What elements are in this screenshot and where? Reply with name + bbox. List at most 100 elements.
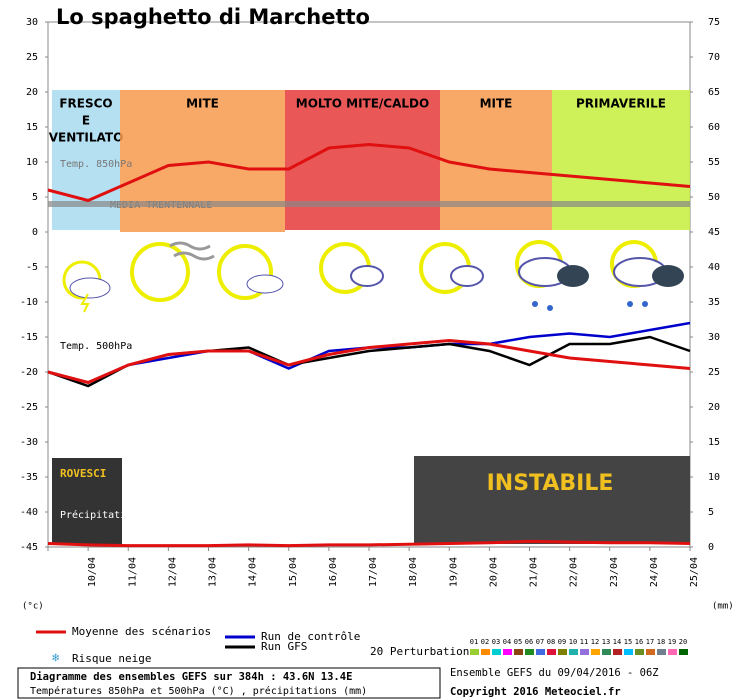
x-tick-label: 10/04 [87,557,98,587]
band-label: FRESCO [59,97,112,111]
y2-tick-label: 25 [708,367,720,378]
y-tick-label: -10 [20,297,38,308]
y-tick-label: -30 [20,437,38,448]
x-tick-label: 22/04 [569,557,580,587]
x-tick-label: 21/04 [529,557,540,587]
band-label: MOLTO MITE/CALDO [296,97,429,111]
y-tick-label: 5 [32,192,38,203]
weather-icons [62,240,684,313]
unstable-label: INSTABILE [487,471,614,496]
y-tick-label: -5 [26,262,38,273]
x-tick-label: 14/04 [248,557,259,587]
perturbation-swatch [514,649,523,655]
perturbation-swatch [547,649,556,655]
x-tick-label: 16/04 [328,557,339,587]
perturbation-swatch [668,649,677,655]
y-tick-label: 10 [26,157,38,168]
perturbation-swatch [470,649,479,655]
showers-label: ROVESCI [60,467,106,480]
y2-tick-label: 75 [708,17,720,28]
perturbation-number: 05 [514,638,522,646]
perturbation-swatch [624,649,633,655]
series-line [47,539,691,548]
perturbation-swatch [536,649,545,655]
perturbation-swatch [558,649,567,655]
perturbation-number: 12 [591,638,599,646]
perturbation-number: 07 [536,638,544,646]
perturbation-number: 11 [580,638,588,646]
precip-label: Précipitations [60,509,144,521]
y2-tick-label: 30 [708,332,720,343]
band-label: MITE [480,97,513,111]
x-tick-label: 11/04 [127,557,138,587]
y2-tick-label: 40 [708,262,720,273]
perturbation-number: 18 [657,638,665,646]
x-tick-label: 15/04 [288,557,299,587]
perturbation-number: 20 [679,638,687,646]
series-line [47,142,691,203]
showers-box [52,458,122,544]
y2-tick-label: 15 [708,437,720,448]
y-tick-label: 30 [26,17,38,28]
perturbation-number: 02 [481,638,489,646]
band [440,90,552,230]
perturbation-swatch [679,649,688,655]
y2-tick-label: 35 [708,297,720,308]
perturbation-number: 04 [503,638,511,646]
perturbations-label: 20 Perturbations [370,645,476,658]
y2-tick-label: 20 [708,402,720,413]
y-tick-label: -35 [20,472,38,483]
y-tick-label: -40 [20,507,38,518]
perturbation-swatch [646,649,655,655]
perturbation-number: 17 [646,638,654,646]
perturbation-number: 09 [558,638,566,646]
y-tick-label: -20 [20,367,38,378]
unstable-box [414,456,690,544]
y-tick-label: 25 [26,52,38,63]
legend-label: Run GFS [261,640,307,653]
y2-unit: (mm) [712,602,734,612]
series-line [47,338,691,385]
snow-label: Risque neige [72,652,151,665]
y-tick-label: -15 [20,332,38,343]
band-label: PRIMAVERILE [576,97,666,111]
footer-line2: Températures 850hPa et 500hPa (°C) , pré… [30,685,367,697]
y-tick-label: -25 [20,402,38,413]
legend-label: Run de contrôle [261,630,360,643]
perturbation-number: 19 [668,638,676,646]
perturbation-swatch [591,649,600,655]
x-tick-label: 13/04 [208,557,219,587]
y2-tick-label: 60 [708,122,720,133]
footer-line1: Diagramme des ensembles GEFS sur 384h : … [30,671,352,683]
y-unit: (°c) [22,602,44,612]
band-label: MITE [186,97,219,111]
perturbation-number: 13 [602,638,610,646]
x-tick-label: 24/04 [649,557,660,587]
t850-label: Temp. 850hPa [60,159,132,170]
y-tick-label: 0 [32,227,38,238]
y2-tick-label: 50 [708,192,720,203]
perturbation-number: 10 [569,638,577,646]
y-tick-label: -45 [20,542,38,553]
x-tick-label: 17/04 [368,557,379,587]
snow-icon: ❄ [52,651,59,665]
footer-run: Ensemble GEFS du 09/04/2016 - 06Z [450,667,659,679]
perturbation-number: 16 [635,638,643,646]
x-tick-label: 20/04 [488,557,499,587]
y2-tick-label: 10 [708,472,720,483]
y2-tick-label: 55 [708,157,720,168]
x-tick-label: 19/04 [448,557,459,587]
perturbation-number: 15 [624,638,632,646]
perturbation-swatch [613,649,622,655]
perturbation-swatch [635,649,644,655]
perturbation-number: 14 [613,638,621,646]
perturbation-swatch [492,649,501,655]
y2-tick-label: 65 [708,87,720,98]
y2-tick-label: 70 [708,52,720,63]
x-tick-label: 23/04 [609,557,620,587]
perturbation-number: 03 [492,638,500,646]
y-tick-label: 20 [26,87,38,98]
x-tick-label: 25/04 [689,557,700,587]
perturbation-swatch [602,649,611,655]
chart-title: Lo spaghetto di Marchetto [56,5,370,29]
